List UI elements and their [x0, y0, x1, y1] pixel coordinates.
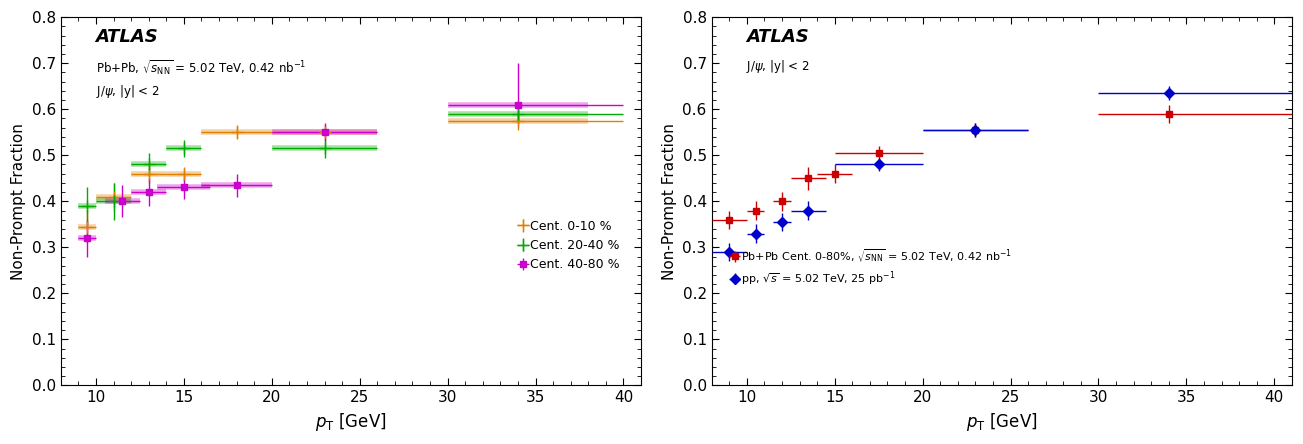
Y-axis label: Non-Prompt Fraction: Non-Prompt Fraction	[12, 123, 26, 280]
Y-axis label: Non-Prompt Fraction: Non-Prompt Fraction	[662, 123, 678, 280]
Text: J/$\psi$, |y| < 2: J/$\psi$, |y| < 2	[95, 83, 159, 100]
X-axis label: $p_{\mathrm{T}}$ [GeV]: $p_{\mathrm{T}}$ [GeV]	[966, 411, 1037, 433]
Text: J/$\psi$, |y| < 2: J/$\psi$, |y| < 2	[747, 58, 810, 75]
Text: ATLAS: ATLAS	[747, 28, 809, 46]
Text: Pb+Pb, $\sqrt{s_{\mathrm{NN}}}$ = 5.02 TeV, 0.42 nb$^{-1}$: Pb+Pb, $\sqrt{s_{\mathrm{NN}}}$ = 5.02 T…	[95, 58, 306, 77]
X-axis label: $p_{\mathrm{T}}$ [GeV]: $p_{\mathrm{T}}$ [GeV]	[315, 411, 387, 433]
Legend: Cent. 0-10 %, Cent. 20-40 %, Cent. 40-80 %: Cent. 0-10 %, Cent. 20-40 %, Cent. 40-80…	[516, 216, 623, 275]
Text: ATLAS: ATLAS	[95, 28, 159, 46]
Legend: Pb+Pb Cent. 0-80%, $\sqrt{s_{\mathrm{NN}}}$ = 5.02 TeV, 0.42 nb$^{-1}$, pp, $\sq: Pb+Pb Cent. 0-80%, $\sqrt{s_{\mathrm{NN}…	[728, 244, 1015, 292]
